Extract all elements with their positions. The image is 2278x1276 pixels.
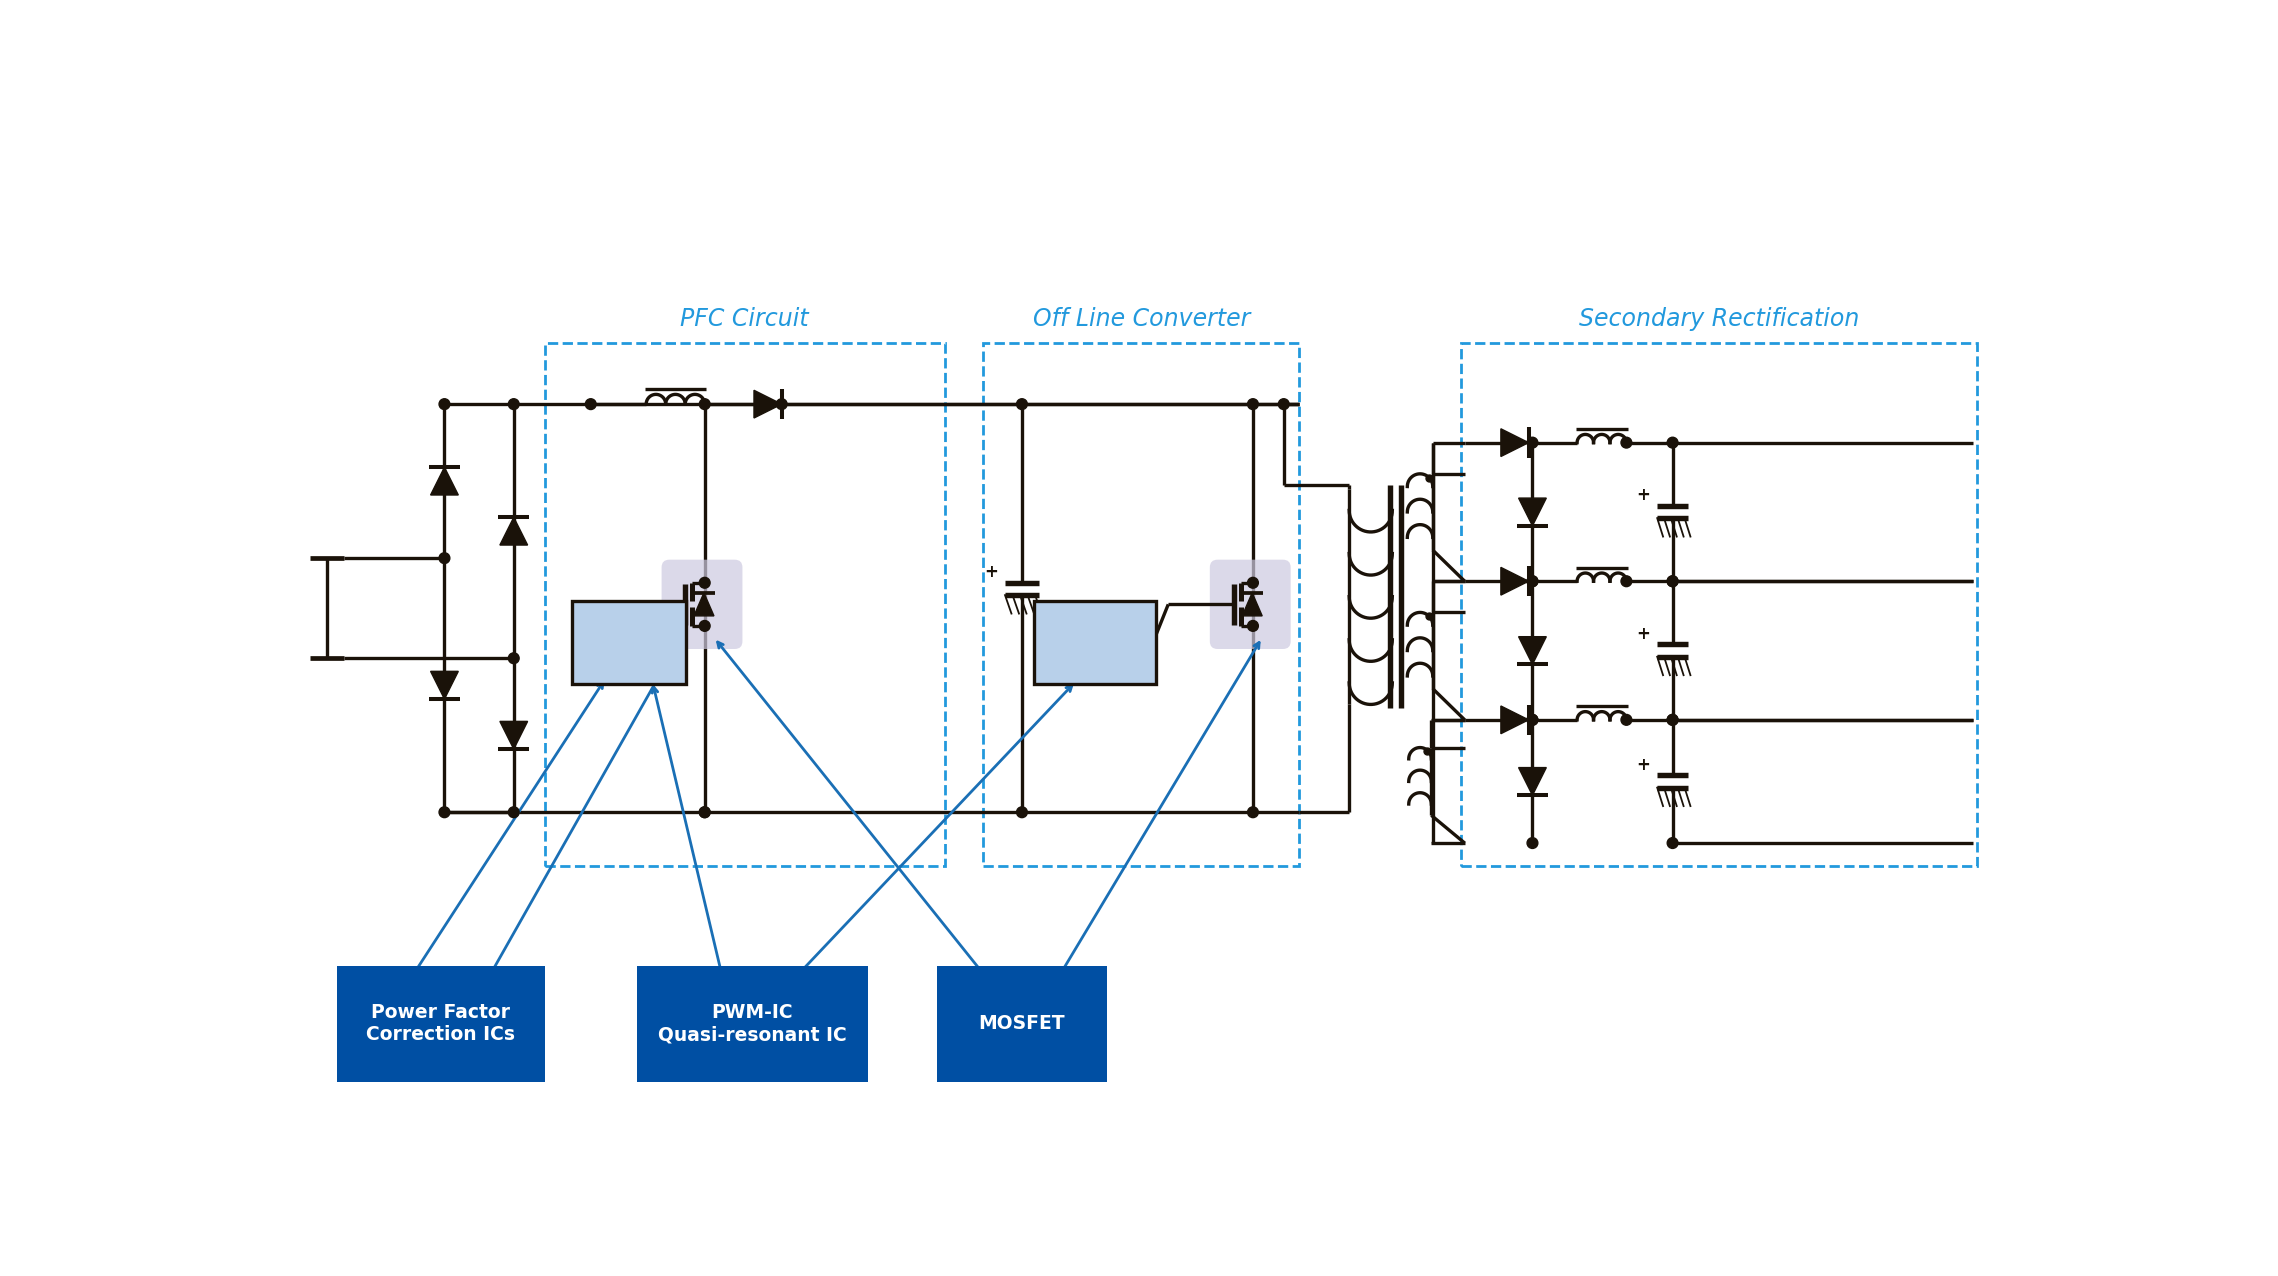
Text: +: + [1636, 486, 1649, 504]
Circle shape [1016, 398, 1027, 410]
Polygon shape [1519, 498, 1547, 526]
Polygon shape [1519, 768, 1547, 795]
Circle shape [508, 806, 519, 818]
Polygon shape [1501, 429, 1529, 457]
Circle shape [440, 553, 449, 564]
Circle shape [1622, 575, 1631, 587]
Polygon shape [1242, 593, 1262, 616]
Bar [984, 342, 1298, 866]
FancyBboxPatch shape [1210, 560, 1292, 649]
Circle shape [1667, 837, 1679, 849]
Circle shape [1667, 575, 1679, 587]
Circle shape [699, 398, 711, 410]
Circle shape [1248, 620, 1257, 632]
Circle shape [1016, 806, 1027, 818]
Circle shape [1622, 438, 1631, 448]
Polygon shape [1501, 568, 1529, 595]
Circle shape [1526, 575, 1538, 587]
FancyBboxPatch shape [572, 601, 686, 684]
Circle shape [1278, 398, 1289, 410]
Circle shape [440, 806, 449, 818]
Circle shape [1526, 715, 1538, 725]
FancyBboxPatch shape [1034, 601, 1155, 684]
FancyBboxPatch shape [936, 966, 1107, 1082]
Text: +: + [1636, 624, 1649, 643]
Circle shape [1667, 438, 1679, 448]
Circle shape [1622, 715, 1631, 725]
FancyBboxPatch shape [661, 560, 743, 649]
Polygon shape [1501, 706, 1529, 734]
Circle shape [585, 398, 597, 410]
Text: +: + [1636, 755, 1649, 773]
Text: PFC Circuit: PFC Circuit [681, 308, 809, 330]
Circle shape [1526, 438, 1538, 448]
Circle shape [1526, 575, 1538, 587]
Circle shape [699, 620, 711, 632]
Circle shape [1248, 806, 1257, 818]
Circle shape [508, 653, 519, 664]
Polygon shape [499, 517, 528, 545]
Circle shape [1248, 398, 1257, 410]
Polygon shape [431, 671, 458, 699]
Circle shape [699, 577, 711, 588]
Text: Power Factor
Correction ICs: Power Factor Correction ICs [367, 1003, 515, 1045]
Polygon shape [754, 390, 781, 419]
Circle shape [1248, 577, 1257, 588]
Polygon shape [499, 721, 528, 749]
Bar [544, 342, 945, 866]
Circle shape [1667, 575, 1679, 587]
Text: MOSFET: MOSFET [980, 1014, 1066, 1034]
FancyBboxPatch shape [337, 966, 544, 1082]
Circle shape [1667, 715, 1679, 725]
Circle shape [1526, 715, 1538, 725]
Circle shape [777, 398, 788, 410]
Circle shape [699, 806, 711, 818]
Circle shape [508, 398, 519, 410]
Text: Secondary Rectification: Secondary Rectification [1579, 308, 1859, 330]
Polygon shape [431, 467, 458, 495]
FancyBboxPatch shape [638, 966, 868, 1082]
Bar [1460, 342, 1977, 866]
Circle shape [699, 806, 711, 818]
Circle shape [440, 398, 449, 410]
Text: Off Line Converter: Off Line Converter [1032, 308, 1251, 330]
Text: PWM-IC
Quasi-resonant IC: PWM-IC Quasi-resonant IC [658, 1003, 847, 1045]
Circle shape [1667, 715, 1679, 725]
Circle shape [1526, 837, 1538, 849]
Text: +: + [984, 563, 998, 581]
Polygon shape [1519, 637, 1547, 665]
Polygon shape [695, 593, 713, 616]
